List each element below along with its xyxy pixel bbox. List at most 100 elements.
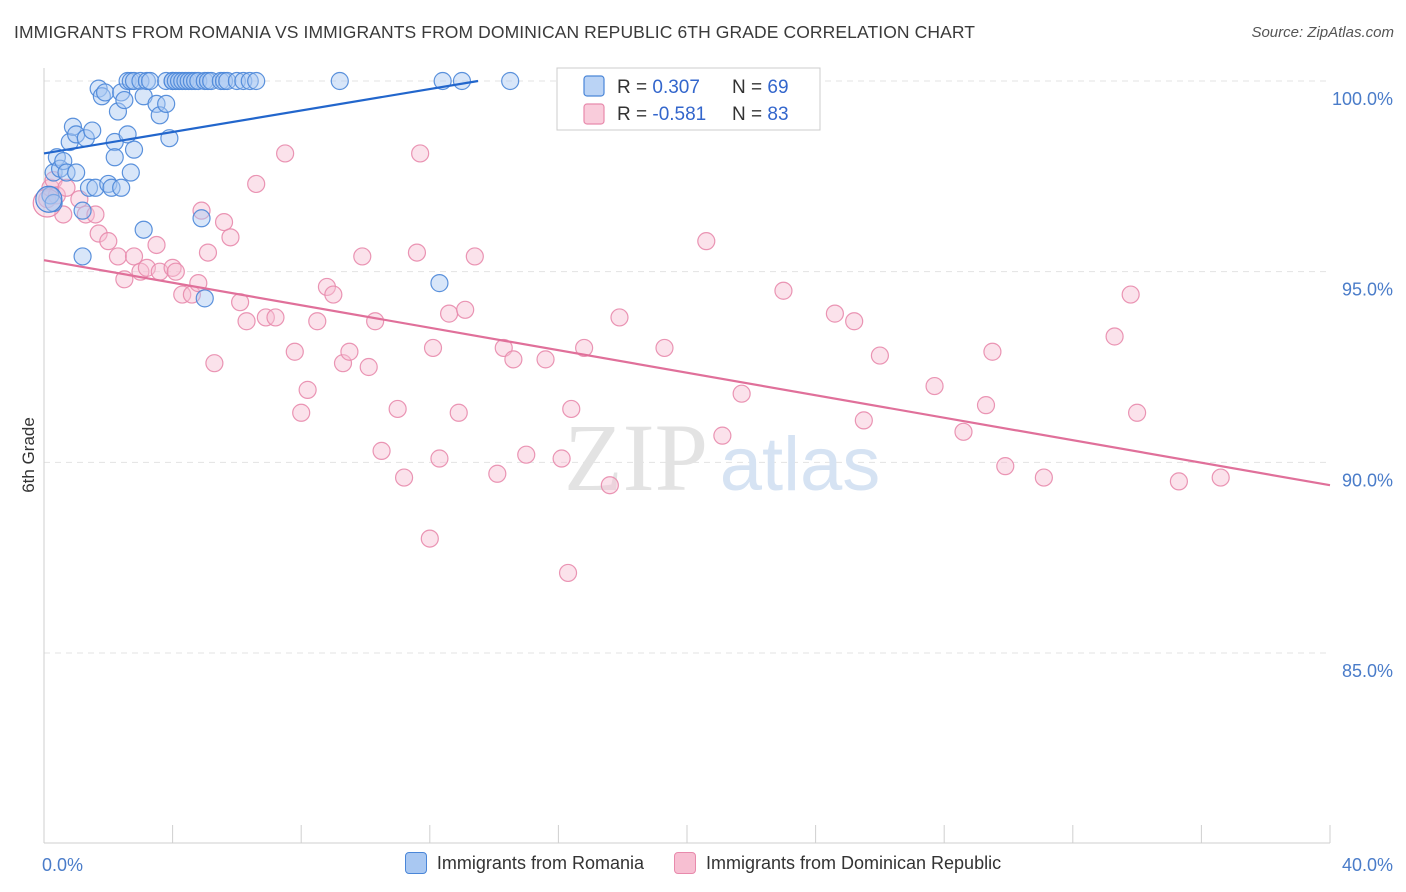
point-pink-78 xyxy=(954,422,973,441)
point-blue-41 xyxy=(157,71,176,91)
point-pink-70 xyxy=(713,426,732,445)
legend-item-dominican[interactable]: Immigrants from Dominican Republic xyxy=(673,852,1002,874)
chart-title: IMMIGRANTS FROM ROMANIA VS IMMIGRANTS FR… xyxy=(14,22,976,42)
watermark-zip: ZIP xyxy=(564,404,708,511)
point-pink-37 xyxy=(308,312,327,331)
point-blue-61 xyxy=(227,71,246,91)
point-blue-18 xyxy=(95,83,115,102)
point-pink-48 xyxy=(407,243,427,262)
point-blue-40 xyxy=(157,94,176,113)
point-pink-32 xyxy=(266,308,285,327)
point-pink-69 xyxy=(697,232,716,251)
point-pink-41 xyxy=(340,342,359,361)
point-pink-43 xyxy=(359,357,378,377)
legend-swatch-blue xyxy=(583,75,605,97)
point-pink-59 xyxy=(504,350,523,369)
point-pink-82 xyxy=(1034,468,1053,487)
legend-n-value-pink: 83 xyxy=(767,104,788,125)
point-blue-28 xyxy=(121,163,140,182)
point-blue-cluster xyxy=(35,185,63,213)
point-pink-5 xyxy=(57,178,76,197)
point-blue-53 xyxy=(192,209,211,228)
gridlines xyxy=(44,80,1330,654)
point-pink-62 xyxy=(552,449,571,468)
y-axis-label: 6th Grade xyxy=(19,417,38,493)
point-blue-69 xyxy=(501,71,520,91)
source-credit: Source: ZipAtlas.com xyxy=(1251,24,1394,41)
point-pink-55 xyxy=(456,300,475,319)
svg-text:R = 0.307: R = 0.307 xyxy=(617,77,700,98)
point-blue-22 xyxy=(105,148,124,167)
point-blue-26 xyxy=(115,90,134,110)
point-pink-56 xyxy=(465,247,484,266)
point-pink-77 xyxy=(925,376,944,396)
point-pink-71 xyxy=(732,384,751,403)
point-pink-67 xyxy=(610,308,629,327)
point-blue-20 xyxy=(102,178,121,197)
point-pink-33 xyxy=(276,144,295,163)
point-pink-47 xyxy=(394,468,414,487)
point-pink-10 xyxy=(99,232,118,251)
point-pink-81 xyxy=(996,457,1015,476)
point-pink-74 xyxy=(845,312,864,331)
point-pink-26 xyxy=(214,212,234,232)
legend-n-label-pink: N = xyxy=(732,104,767,125)
point-pink-79 xyxy=(976,396,996,415)
point-pink-53 xyxy=(439,304,459,323)
series-pink-points xyxy=(32,144,1230,583)
point-blue-35 xyxy=(134,220,153,239)
trend-line-blue xyxy=(43,79,479,155)
point-blue-29 xyxy=(124,140,144,159)
point-pink-72 xyxy=(774,281,793,300)
point-pink-49 xyxy=(411,144,430,163)
stats-legend: R = 0.307 N = 69 R = -0.581 N = 83 xyxy=(556,67,821,131)
point-pink-27 xyxy=(221,228,240,247)
legend-item-romania[interactable]: Immigrants from Romania xyxy=(404,852,644,874)
point-pink-80 xyxy=(983,342,1002,361)
point-blue-24 xyxy=(112,178,131,197)
trend-line-pink xyxy=(43,259,1331,487)
point-pink-84 xyxy=(1121,285,1140,304)
point-pink-76 xyxy=(870,346,890,365)
point-pink-87 xyxy=(1211,468,1230,487)
point-pink-52 xyxy=(430,449,449,468)
series-legend: Immigrants from Romania Immigrants from … xyxy=(0,852,1406,874)
point-pink-60 xyxy=(517,445,536,464)
point-pink-23 xyxy=(192,201,211,220)
y-tick-label-1: 95.0% xyxy=(1342,280,1393,300)
point-blue-13 xyxy=(79,178,99,197)
point-blue-60 xyxy=(218,71,237,91)
legend-r-value-pink: -0.581 xyxy=(652,104,706,125)
point-pink-65 xyxy=(575,338,594,358)
point-pink-31 xyxy=(256,308,275,327)
point-pink-63 xyxy=(558,563,578,583)
point-pink-68 xyxy=(655,338,674,358)
y-tick-labels: 100.0% 95.0% 90.0% 85.0% xyxy=(1332,89,1393,681)
point-pink-75 xyxy=(854,411,873,430)
legend-swatch-pink xyxy=(583,103,605,125)
legend-swatch-romania xyxy=(404,852,427,874)
point-blue-23 xyxy=(108,102,128,121)
point-pink-38 xyxy=(317,277,337,297)
point-pink-19 xyxy=(166,262,185,281)
point-blue-9 xyxy=(67,163,86,182)
point-blue-38 xyxy=(147,94,166,113)
point-pink-85 xyxy=(1127,403,1147,422)
legend-n-label-blue: N = xyxy=(732,77,767,98)
point-blue-37 xyxy=(140,71,160,91)
svg-text:N = 83: N = 83 xyxy=(732,104,789,125)
legend-label-dominican: Immigrants from Dominican Republic xyxy=(705,852,1002,873)
point-blue-54 xyxy=(195,289,214,308)
point-pink-16 xyxy=(147,235,166,255)
legend-swatch-dominican xyxy=(673,852,696,874)
point-pink-61 xyxy=(536,350,555,369)
legend-r-label-blue: R = xyxy=(617,77,652,98)
watermark: ZIP atlas xyxy=(564,404,880,511)
point-pink-51 xyxy=(423,338,443,358)
point-pink-34 xyxy=(285,342,304,361)
point-blue-39 xyxy=(150,106,169,125)
point-pink-13 xyxy=(124,247,144,266)
point-pink-44 xyxy=(366,312,385,331)
point-pink-46 xyxy=(388,399,407,419)
